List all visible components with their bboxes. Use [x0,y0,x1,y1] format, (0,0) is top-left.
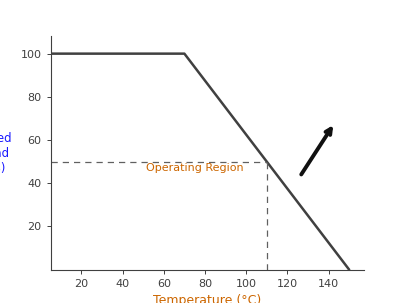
Y-axis label: Rated
Load
(%): Rated Load (%) [0,132,13,175]
Text: Operating Region: Operating Region [146,163,244,173]
X-axis label: Temperature (°C): Temperature (°C) [153,294,261,303]
